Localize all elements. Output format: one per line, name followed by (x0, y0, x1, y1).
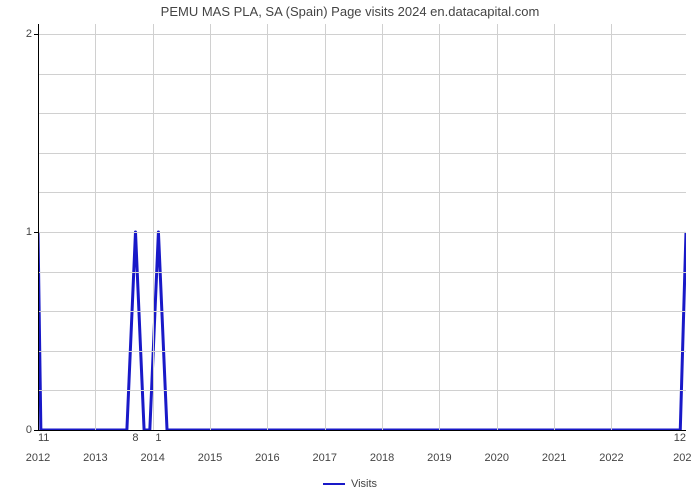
x-tick-label: 2013 (83, 448, 107, 464)
grid-line-horizontal (38, 390, 686, 391)
grid-line-vertical (554, 24, 555, 430)
x-tick-label: 2022 (599, 448, 623, 464)
y-tick-mark (34, 232, 38, 233)
y-tick-mark (34, 34, 38, 35)
grid-line-horizontal (38, 192, 686, 193)
x-tick-label: 2020 (485, 448, 509, 464)
grid-line-vertical (497, 24, 498, 430)
value-label: 12 (674, 432, 686, 444)
chart-container: PEMU MAS PLA, SA (Spain) Page visits 202… (0, 0, 700, 500)
y-axis (38, 24, 39, 430)
legend: Visits (0, 478, 700, 490)
y-tick-mark (34, 430, 38, 431)
grid-line-horizontal (38, 351, 686, 352)
x-tick-label: 2015 (198, 448, 222, 464)
grid-line-horizontal (38, 113, 686, 114)
x-tick-label-edge: 202 (673, 448, 691, 464)
grid-line-horizontal (38, 34, 686, 35)
value-label: 8 (132, 432, 138, 444)
grid-line-vertical (382, 24, 383, 430)
grid-line-vertical (267, 24, 268, 430)
grid-line-horizontal (38, 311, 686, 312)
x-tick-label: 2017 (312, 448, 336, 464)
grid-line-vertical (210, 24, 211, 430)
legend-swatch (323, 483, 345, 485)
grid-line-vertical (153, 24, 154, 430)
grid-line-horizontal (38, 74, 686, 75)
grid-line-horizontal (38, 272, 686, 273)
x-tick-label: 2019 (427, 448, 451, 464)
x-tick-label: 2016 (255, 448, 279, 464)
x-tick-label: 2014 (140, 448, 164, 464)
value-label: 1 (155, 432, 161, 444)
grid-line-vertical (95, 24, 96, 430)
value-label: 11 (38, 432, 49, 444)
grid-line-vertical (439, 24, 440, 430)
plot-area: 0122012201320142015201620172018201920202… (38, 24, 686, 430)
grid-line-vertical (611, 24, 612, 430)
x-tick-label: 2012 (26, 448, 50, 464)
x-tick-label: 2021 (542, 448, 566, 464)
x-tick-label: 2018 (370, 448, 394, 464)
chart-title: PEMU MAS PLA, SA (Spain) Page visits 202… (0, 4, 700, 19)
x-axis (38, 430, 686, 431)
grid-line-horizontal (38, 232, 686, 233)
grid-line-vertical (325, 24, 326, 430)
legend-label: Visits (351, 478, 377, 490)
grid-line-horizontal (38, 153, 686, 154)
series-line (38, 24, 686, 430)
